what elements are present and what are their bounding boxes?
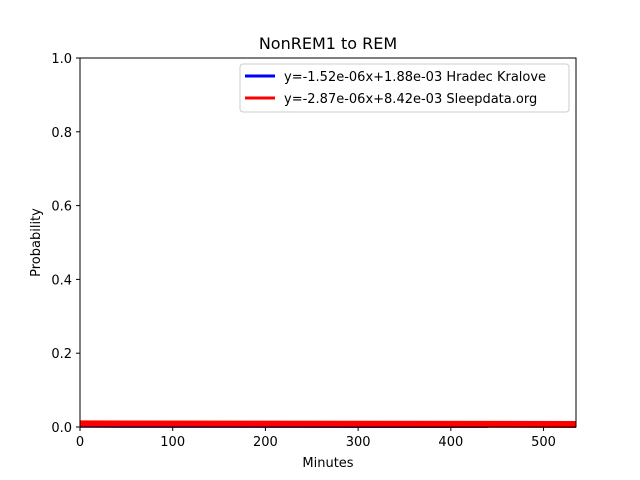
legend-entry: y=-2.87e-06x+8.42e-03 Sleepdata.org: [284, 92, 537, 107]
chart-title: NonREM1 to REM: [259, 34, 397, 53]
x-tick-label: 200: [253, 435, 278, 450]
y-tick-label: 0.0: [51, 421, 72, 436]
x-tick-label: 0: [76, 435, 84, 450]
x-axis-label: Minutes: [302, 456, 353, 471]
y-tick-label: 0.2: [51, 347, 72, 362]
plot-area: [79, 420, 577, 429]
x-tick-label: 300: [346, 435, 371, 450]
y-axis-label: Probability: [29, 208, 44, 277]
y-axis: 0.0 0.2 0.4 0.6 0.8 1.0: [51, 52, 80, 436]
y-tick-label: 0.4: [51, 273, 72, 288]
x-tick-label: 400: [438, 435, 463, 450]
legend-box: [239, 63, 570, 113]
y-tick-label: 0.6: [51, 200, 72, 215]
axes-frame: [79, 57, 577, 428]
y-tick-label: 1.0: [51, 52, 72, 67]
legend: y=-1.52e-06x+1.88e-03 Hradec Kralove y=-2…: [239, 63, 570, 113]
x-tick-label: 500: [531, 435, 556, 450]
legend-entry: y=-1.52e-06x+1.88e-03 Hradec Kralove: [284, 70, 546, 85]
x-tick-label: 100: [160, 435, 185, 450]
series-line-2: [79, 420, 577, 428]
x-axis: 0 100 200 300 400 500: [76, 427, 556, 450]
y-tick-label: 0.8: [51, 126, 72, 141]
